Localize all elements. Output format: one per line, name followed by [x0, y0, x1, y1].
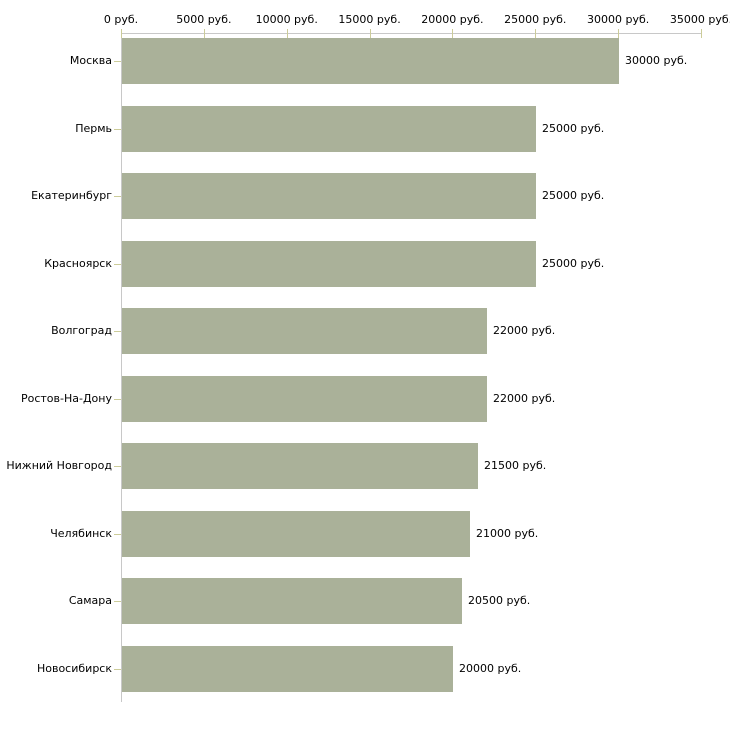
y-axis-line [121, 33, 122, 702]
category-label: Челябинск [50, 526, 112, 540]
category-tick [114, 466, 121, 467]
x-axis-tick [701, 29, 702, 38]
bar [122, 173, 536, 219]
category-label: Нижний Новгород [6, 459, 112, 472]
category-label: Пермь [75, 121, 112, 135]
category-tick [114, 601, 121, 602]
x-axis-tick [286, 29, 288, 38]
value-label: 21000 руб. [476, 526, 539, 540]
category-tick [114, 331, 121, 332]
x-axis-tick-label: 30000 руб. [587, 13, 650, 26]
category-tick [114, 263, 121, 265]
bar [122, 443, 478, 489]
x-axis-tick-label: 5000 руб. [176, 13, 232, 26]
category-label: Новосибирск [36, 661, 112, 675]
x-axis-tick [121, 29, 122, 38]
category-tick [114, 533, 121, 535]
x-axis-line [121, 33, 701, 34]
value-label: 25000 руб. [542, 189, 605, 202]
category-tick [114, 196, 121, 197]
category-label: Екатеринбург [31, 189, 112, 202]
category-tick [114, 398, 121, 400]
bar [122, 645, 453, 692]
category-label: Красноярск [44, 256, 112, 270]
x-axis-tick [618, 29, 620, 38]
bar [122, 510, 470, 557]
value-label: 22000 руб. [493, 391, 556, 405]
category-label: Самара [68, 594, 112, 607]
category-label: Волгоград [51, 324, 112, 337]
x-axis-tick [452, 29, 454, 38]
value-label: 30000 руб. [625, 54, 688, 67]
x-axis-tick-label: 0 руб. [103, 13, 139, 26]
x-axis-tick [369, 29, 371, 38]
value-label: 25000 руб. [542, 121, 605, 135]
x-axis-tick [535, 29, 537, 38]
category-tick [114, 61, 121, 62]
category-tick [114, 128, 121, 130]
category-tick [114, 668, 121, 670]
x-axis-tick-label: 20000 руб. [421, 13, 484, 26]
bar [122, 105, 536, 152]
x-axis-tick-label: 25000 руб. [504, 13, 567, 26]
bar [122, 308, 487, 354]
value-label: 25000 руб. [542, 256, 605, 270]
bar [122, 375, 487, 422]
category-label: Ростов-На-Дону [20, 391, 112, 405]
x-axis-tick [203, 29, 205, 38]
category-label: Москва [69, 54, 112, 67]
value-label: 20000 руб. [459, 661, 522, 675]
x-axis-tick-label: 35000 руб. [669, 13, 730, 26]
bar [122, 38, 619, 84]
value-label: 20500 руб. [468, 594, 531, 607]
bar [122, 240, 536, 287]
value-label: 22000 руб. [493, 324, 556, 337]
bar [122, 578, 462, 624]
value-label: 21500 руб. [484, 459, 547, 472]
x-axis-tick-label: 10000 руб. [255, 13, 318, 26]
x-axis-tick-label: 15000 руб. [338, 13, 401, 26]
